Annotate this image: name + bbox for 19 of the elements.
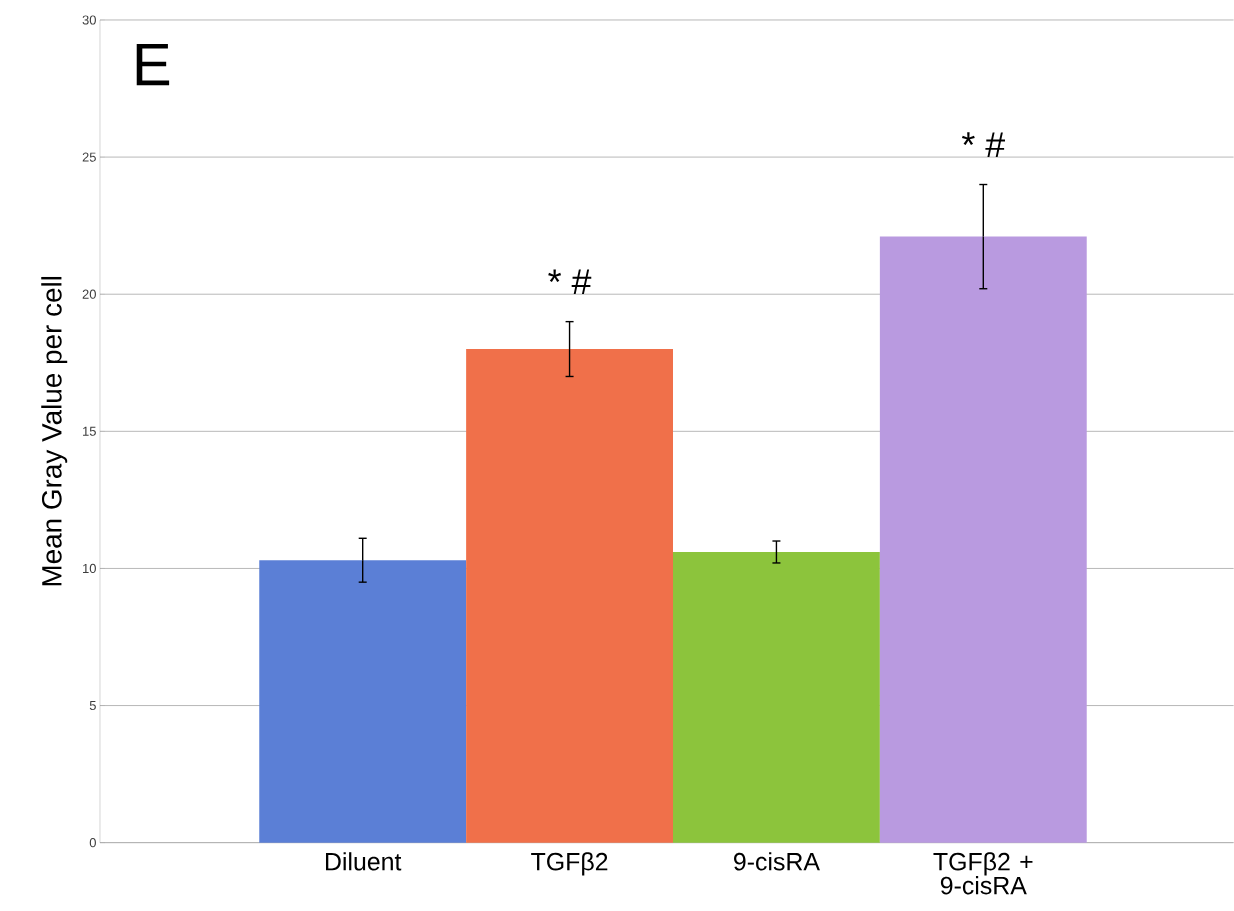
x-tick-label: 9-cisRA — [734, 852, 820, 871]
bar — [466, 349, 673, 843]
annotation: * # — [548, 269, 592, 295]
annotation: E — [136, 44, 170, 86]
bar — [259, 560, 467, 843]
annotation: * # — [961, 132, 1006, 158]
y-axis-title: Mean Gray Value per cell — [41, 277, 68, 586]
y-tick-label: 5 — [89, 701, 96, 711]
bar — [879, 236, 1087, 843]
x-tick-label: TGFβ2 + 9-cisRA — [933, 852, 1033, 895]
bar — [673, 552, 880, 843]
y-tick-label: 0 — [89, 838, 96, 848]
y-tick-label: 15 — [83, 426, 96, 437]
y-tick-label: 30 — [82, 15, 96, 25]
x-tick-label: TGFβ2 — [531, 852, 608, 876]
x-tick-label: Diluent — [325, 852, 402, 871]
y-tick-label: 25 — [82, 152, 96, 162]
y-tick-label: 20 — [82, 289, 96, 299]
y-tick-label: 10 — [83, 564, 96, 574]
